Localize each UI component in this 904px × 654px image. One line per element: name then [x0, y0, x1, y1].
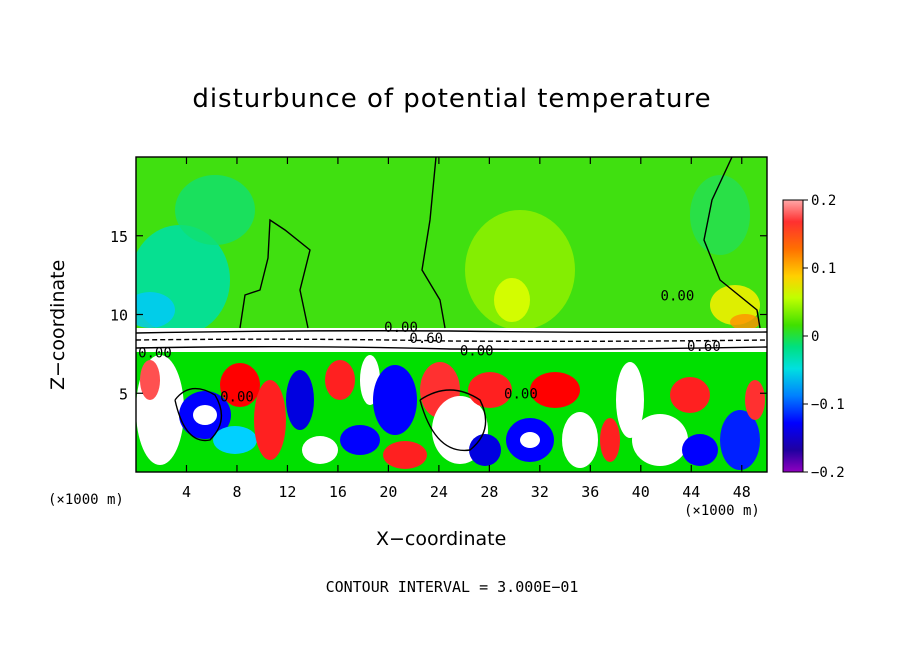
x-tick-label: 12 [278, 483, 296, 501]
x-tick-label: 16 [329, 483, 347, 501]
contour-interval-note: CONTOUR INTERVAL = 3.000E−01 [325, 578, 579, 596]
colorbar-tick-label: −0.2 [811, 465, 845, 481]
y-tick-label: 15 [110, 228, 128, 246]
orange-patch-right [730, 314, 760, 330]
y-axis: 5 10 15 [110, 228, 767, 403]
y-axis-label: Z−coordinate [47, 259, 69, 390]
y-tick-label: 5 [119, 385, 128, 403]
heatmap-field [136, 157, 767, 472]
blue-patch [136, 292, 175, 328]
chart-title: disturbunce of potential temperature [192, 84, 712, 114]
x-tick-label: 28 [480, 483, 498, 501]
contour-label: 0.00 [220, 389, 254, 405]
y-tick-label: 10 [110, 307, 128, 325]
x-tick-label: 36 [581, 483, 599, 501]
contour-label: 0.60 [687, 339, 721, 355]
colorbar-tick-label: 0.1 [811, 261, 836, 277]
x-tick-label: 32 [531, 483, 549, 501]
x-axis: 4 8 12 16 20 24 28 32 36 40 44 48 [182, 157, 751, 501]
contour-label-layer: 0.000.000.600.00 0.600.000.00 0.00 [138, 289, 721, 406]
x-tick-label: 20 [379, 483, 397, 501]
contour-label: 0.00 [384, 320, 418, 336]
x-axis-label: X−coordinate [376, 528, 507, 550]
yellow-patch [494, 278, 530, 322]
x-tick-label: 48 [733, 483, 751, 501]
x-tick-label: 8 [232, 483, 241, 501]
contour-label: 0.00 [460, 344, 494, 360]
x-unit-right: (×1000 m) [684, 503, 760, 519]
x-unit-left: (×1000 m) [48, 492, 124, 508]
colorbar-tick-label: 0.2 [811, 193, 836, 209]
colorbar-ticks: 0.2 0.1 0 −0.1 −0.2 [803, 193, 845, 481]
x-tick-label: 40 [632, 483, 650, 501]
x-tick-label: 44 [682, 483, 700, 501]
x-tick-label: 4 [182, 483, 191, 501]
x-tick-label: 24 [430, 483, 448, 501]
contour-label: 0.00 [661, 289, 695, 305]
turbulent-blobs [136, 355, 765, 470]
colorbar-tick-label: 0 [811, 329, 819, 345]
contour-label: 0.60 [409, 331, 443, 347]
colorbar [782, 199, 804, 473]
contour-label: 0.00 [138, 345, 172, 361]
contour-label: 0.00 [504, 386, 538, 402]
yellowgreen-patch [465, 210, 575, 330]
teal-patch [175, 175, 255, 245]
contour-lines [136, 157, 767, 452]
colorbar-tick-label: −0.1 [811, 397, 845, 413]
teal-patch-right [690, 175, 750, 255]
